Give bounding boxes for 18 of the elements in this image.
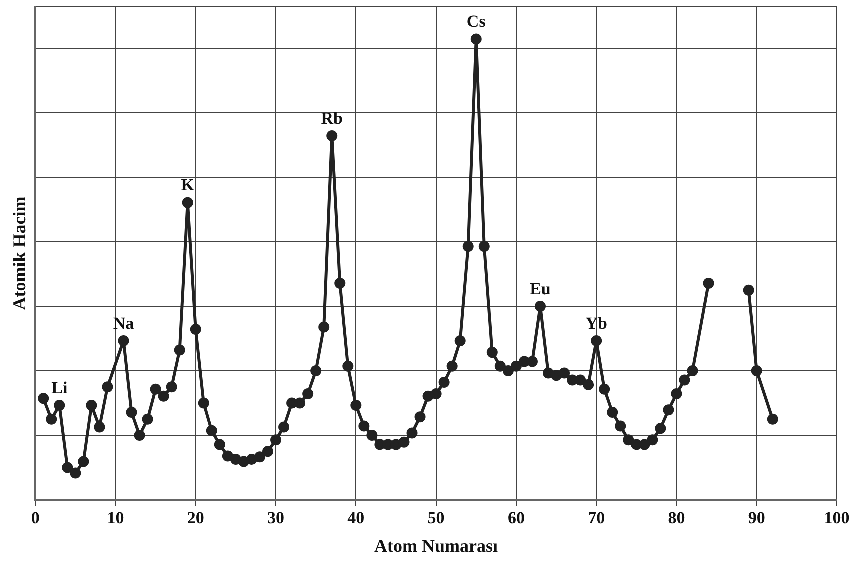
- x-tick-label: 100: [824, 508, 850, 528]
- y-axis-title: Atomik Hacim: [9, 196, 30, 310]
- x-tick-label: 0: [31, 508, 40, 528]
- x-tick-label: 10: [107, 508, 124, 528]
- x-tick-label: 80: [668, 508, 686, 528]
- x-tick-label: 20: [187, 508, 204, 528]
- x-axis-title: Atom Numarası: [374, 536, 498, 556]
- annotation: Eu: [530, 279, 551, 298]
- x-tick-label: 40: [348, 508, 365, 528]
- x-tick-label: 70: [588, 508, 606, 528]
- annotation: Cs: [466, 12, 486, 32]
- x-tick-label: 50: [428, 508, 445, 528]
- annotation: K: [181, 176, 196, 195]
- x-tick-label: 30: [268, 508, 285, 528]
- x-tick-label: 60: [508, 508, 525, 528]
- x-tick-label: 90: [748, 508, 766, 528]
- annotation: Rb: [321, 108, 343, 128]
- annotation: Li: [52, 378, 68, 398]
